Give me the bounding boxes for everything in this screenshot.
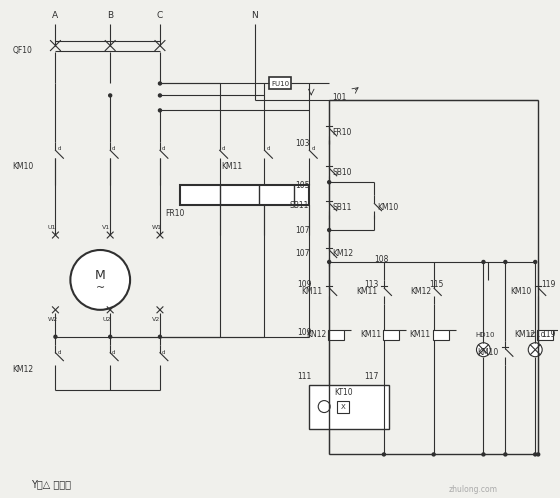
Text: W2: W2 — [48, 317, 58, 322]
Bar — [309, 384, 389, 429]
Bar — [383, 330, 399, 340]
Circle shape — [477, 343, 491, 357]
Text: SB11: SB11 — [290, 201, 309, 210]
Text: 109: 109 — [297, 328, 311, 337]
Text: 109: 109 — [297, 280, 311, 289]
Circle shape — [109, 335, 111, 338]
Text: C: C — [157, 11, 163, 20]
Text: d: d — [58, 146, 61, 151]
Text: d: d — [222, 146, 225, 151]
Text: FR10: FR10 — [165, 209, 184, 218]
Text: 108: 108 — [374, 255, 388, 264]
Text: KM12: KM12 — [514, 330, 535, 339]
Text: 119: 119 — [541, 330, 556, 339]
Bar — [269, 78, 291, 90]
Text: 117: 117 — [365, 372, 379, 381]
Text: 103: 103 — [295, 139, 309, 148]
Circle shape — [71, 250, 130, 310]
Text: LD10: LD10 — [528, 332, 545, 338]
Text: d: d — [112, 146, 116, 151]
Text: 101: 101 — [332, 93, 347, 102]
Circle shape — [54, 335, 57, 338]
Circle shape — [158, 335, 161, 338]
Bar — [433, 330, 449, 340]
Text: ~: ~ — [96, 283, 105, 293]
Text: d: d — [311, 146, 315, 151]
Circle shape — [382, 453, 385, 456]
Circle shape — [318, 400, 330, 412]
Text: SB11: SB11 — [332, 203, 352, 212]
Text: KM11: KM11 — [356, 287, 377, 296]
Text: KM11: KM11 — [222, 162, 243, 171]
Circle shape — [504, 453, 507, 456]
Text: KM11: KM11 — [360, 330, 381, 339]
Text: KM12: KM12 — [332, 249, 353, 258]
Text: KM12: KM12 — [13, 365, 34, 374]
Text: HD10: HD10 — [475, 332, 495, 338]
Text: d: d — [162, 146, 165, 151]
Text: 105: 105 — [295, 181, 309, 190]
Circle shape — [482, 453, 485, 456]
Bar — [328, 330, 344, 340]
Text: X: X — [340, 403, 346, 409]
Text: d: d — [267, 146, 270, 151]
Circle shape — [536, 453, 540, 456]
Text: V1: V1 — [102, 225, 110, 230]
Text: 119: 119 — [541, 280, 556, 289]
Text: 115: 115 — [429, 280, 443, 289]
Text: KN12: KN12 — [306, 330, 326, 339]
Text: zhulong.com: zhulong.com — [449, 485, 498, 494]
Circle shape — [158, 82, 161, 85]
Text: KM10: KM10 — [377, 203, 398, 212]
Bar — [337, 400, 349, 412]
Circle shape — [432, 453, 435, 456]
Text: d: d — [58, 350, 61, 355]
Text: N: N — [251, 11, 258, 20]
Text: 107: 107 — [295, 249, 309, 258]
Text: KM12: KM12 — [410, 287, 431, 296]
Text: KM11: KM11 — [301, 287, 323, 296]
Circle shape — [109, 94, 111, 97]
Text: U1: U1 — [48, 225, 56, 230]
Text: V2: V2 — [152, 317, 160, 322]
Text: W1: W1 — [152, 225, 162, 230]
Text: FR10: FR10 — [332, 128, 352, 137]
Text: KM10: KM10 — [13, 162, 34, 171]
Text: B: B — [107, 11, 113, 20]
Text: KM10: KM10 — [478, 348, 499, 357]
Bar — [537, 330, 553, 340]
Circle shape — [504, 260, 507, 263]
Text: 107: 107 — [295, 226, 309, 235]
Text: M: M — [95, 269, 106, 282]
Text: KT10: KT10 — [334, 388, 353, 397]
Circle shape — [158, 94, 161, 97]
Text: KM10: KM10 — [510, 287, 531, 296]
Circle shape — [328, 260, 330, 263]
Bar — [180, 185, 309, 205]
Text: d: d — [112, 350, 116, 355]
Circle shape — [528, 343, 542, 357]
Circle shape — [158, 109, 161, 112]
Text: d: d — [162, 350, 165, 355]
Text: QF10: QF10 — [13, 46, 32, 55]
Circle shape — [328, 181, 330, 184]
Text: FU10: FU10 — [272, 82, 290, 88]
Text: KM11: KM11 — [409, 330, 431, 339]
Text: A: A — [53, 11, 58, 20]
Circle shape — [328, 229, 330, 232]
Text: U2: U2 — [102, 317, 111, 322]
Text: SB10: SB10 — [332, 168, 352, 177]
Circle shape — [534, 453, 536, 456]
Text: 113: 113 — [365, 280, 379, 289]
Circle shape — [534, 260, 536, 263]
Circle shape — [482, 260, 485, 263]
Text: Y－△ 起动系: Y－△ 起动系 — [31, 480, 71, 490]
Text: 111: 111 — [297, 372, 311, 381]
